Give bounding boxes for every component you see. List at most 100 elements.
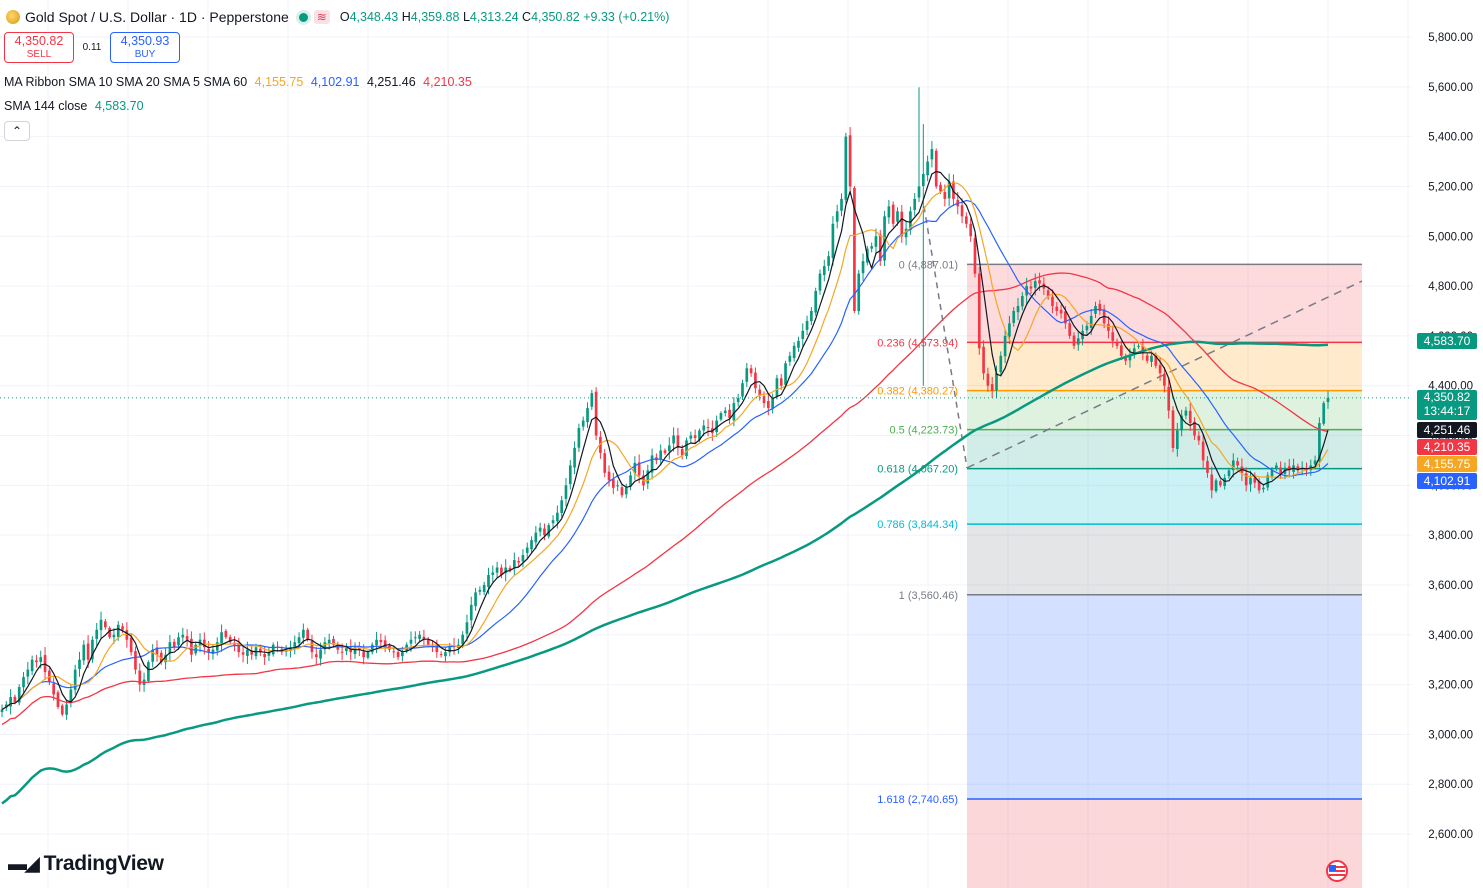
candle-body	[1141, 345, 1145, 354]
candle-body	[246, 649, 249, 656]
candle-body	[1171, 410, 1175, 448]
candle-body	[1249, 477, 1252, 485]
candle-body	[896, 211, 899, 222]
candle-body	[35, 660, 38, 663]
candle-body	[353, 647, 357, 655]
candle-body	[151, 649, 155, 662]
candle-body	[672, 435, 675, 444]
y-axis-tick-label: 5,600.00	[1428, 82, 1473, 94]
candle-body	[4, 704, 8, 708]
candle-body	[650, 455, 654, 473]
y-axis-tick-label: 5,400.00	[1428, 132, 1473, 144]
candle-body	[706, 426, 710, 429]
candle-body	[444, 652, 447, 657]
candle-body	[689, 435, 693, 439]
candle-body	[345, 647, 348, 652]
candle-body	[258, 648, 262, 653]
candle-body	[934, 150, 938, 187]
candle-body	[1145, 355, 1149, 361]
symbol-title[interactable]: Gold Spot / U.S. Dollar · 1D · Peppersto…	[25, 9, 289, 25]
y-axis-tick-label: 3,600.00	[1428, 580, 1473, 592]
candle-body	[556, 512, 559, 522]
wave-icon[interactable]: ≋	[313, 10, 330, 24]
y-axis-tick-label: 4,400.00	[1428, 381, 1473, 393]
candle-body	[319, 649, 322, 659]
candle-body	[1098, 303, 1102, 311]
candle-body	[797, 340, 800, 348]
candle-body	[185, 636, 189, 640]
candle-body	[848, 135, 852, 187]
tradingview-logo[interactable]: ▬◢ TradingView	[8, 852, 164, 875]
candle-body	[413, 637, 417, 639]
candle-body	[1132, 348, 1136, 354]
candle-body	[147, 662, 150, 681]
candle-body	[685, 440, 688, 457]
candle-body	[1231, 460, 1235, 471]
gold-coin-icon	[6, 10, 20, 24]
candle-body	[1128, 355, 1132, 361]
sma20-price-tag: 4,102.91	[1417, 473, 1477, 489]
candle-body	[693, 435, 697, 438]
candle-body	[327, 639, 331, 644]
candle-body	[1197, 435, 1201, 441]
candle-body	[1085, 325, 1089, 331]
candle-body	[263, 654, 266, 658]
candle-body	[1012, 310, 1016, 323]
candle-body	[1158, 365, 1162, 374]
candle-body	[474, 592, 477, 607]
candle-body	[827, 256, 830, 266]
candle-body	[99, 619, 103, 631]
sma20-line	[1, 199, 1329, 711]
candle-body	[663, 450, 667, 453]
candle-body	[1137, 345, 1140, 347]
collapse-legend-button[interactable]: ⌃	[4, 121, 30, 141]
candle-body	[870, 246, 873, 249]
candle-body	[121, 626, 124, 630]
fib-level-label: 1.618 (2,740.65)	[877, 794, 958, 806]
candle-body	[646, 470, 650, 484]
candle-body	[1257, 481, 1261, 491]
ma-ribbon-legend[interactable]: MA Ribbon SMA 10 SMA 20 SMA 5 SMA 60 4,1…	[4, 75, 472, 89]
candle-body	[138, 670, 142, 685]
candle-body	[629, 475, 632, 487]
buy-button[interactable]: 4,350.93 BUY	[110, 32, 180, 63]
candle-body	[125, 630, 129, 640]
candle-body	[616, 485, 619, 487]
candle-body	[547, 525, 551, 537]
candle-body	[577, 428, 581, 448]
candle-body	[26, 669, 30, 677]
us-flag-icon[interactable]	[1322, 860, 1352, 882]
candle-body	[766, 400, 770, 409]
candle-body	[887, 206, 891, 218]
fib-zone	[967, 468, 1362, 525]
candle-body	[134, 651, 137, 670]
symbol-header: Gold Spot / U.S. Dollar · 1D · Peppersto…	[6, 7, 669, 27]
candle-body	[336, 646, 340, 650]
candle-body	[960, 205, 964, 217]
fib-level-label: 0.618 (4,067.20)	[877, 464, 958, 476]
candle-body	[1210, 474, 1214, 491]
candle-body	[1214, 480, 1218, 491]
sell-button[interactable]: 4,350.82 SELL	[4, 32, 74, 63]
candle-body	[904, 228, 908, 238]
candle-body	[1279, 467, 1282, 473]
candle-body	[1076, 338, 1080, 345]
candle-body	[926, 161, 929, 176]
candle-body	[1275, 465, 1278, 469]
candle-body	[194, 644, 198, 654]
candle-body	[534, 532, 538, 543]
fib-level-label: 1 (3,560.46)	[899, 590, 958, 602]
sma144-legend[interactable]: SMA 144 close 4,583.70	[4, 99, 144, 113]
candle-body	[977, 273, 981, 349]
candle-body	[86, 643, 90, 660]
candle-body	[624, 487, 628, 495]
candle-body	[73, 669, 77, 690]
fib-zone	[967, 429, 1362, 469]
candle-body	[1150, 355, 1153, 362]
candle-body	[1188, 410, 1192, 424]
candle-body	[633, 462, 637, 474]
candle-body	[1038, 280, 1041, 284]
candle-body	[164, 654, 167, 663]
candle-body	[504, 567, 508, 574]
